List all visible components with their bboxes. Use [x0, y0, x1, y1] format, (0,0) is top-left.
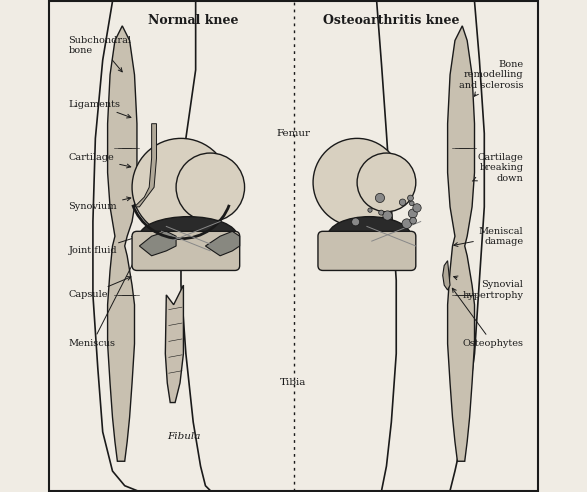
Circle shape — [375, 193, 384, 203]
Text: Meniscal
damage: Meniscal damage — [454, 226, 524, 246]
Text: Meniscus: Meniscus — [69, 249, 140, 348]
Text: Cartilage: Cartilage — [69, 154, 131, 168]
Circle shape — [357, 153, 416, 212]
Circle shape — [132, 138, 230, 236]
Circle shape — [410, 201, 414, 206]
Text: Normal knee: Normal knee — [148, 14, 238, 27]
Circle shape — [409, 209, 417, 218]
Text: Capsule: Capsule — [69, 277, 131, 300]
Polygon shape — [134, 123, 157, 207]
FancyBboxPatch shape — [132, 231, 239, 271]
Text: Synovial
hypertrophy: Synovial hypertrophy — [454, 276, 524, 300]
Circle shape — [352, 218, 360, 226]
Text: Cartilage
breaking
down: Cartilage breaking down — [473, 153, 524, 183]
Text: Fibula: Fibula — [167, 432, 200, 441]
Polygon shape — [448, 26, 474, 461]
Polygon shape — [166, 285, 183, 402]
FancyBboxPatch shape — [318, 231, 416, 271]
Circle shape — [368, 208, 372, 212]
Circle shape — [407, 195, 413, 201]
Circle shape — [413, 204, 421, 212]
Text: Ligaments: Ligaments — [69, 99, 131, 118]
Polygon shape — [205, 231, 239, 256]
Ellipse shape — [139, 216, 237, 256]
Text: Bone
remodelling
and sclerosis: Bone remodelling and sclerosis — [459, 60, 524, 96]
Text: Osteophytes: Osteophytes — [453, 288, 524, 348]
Polygon shape — [139, 231, 176, 256]
Text: Tibia: Tibia — [281, 378, 306, 388]
Text: Joint fluid: Joint fluid — [69, 237, 136, 255]
Ellipse shape — [328, 216, 411, 256]
Text: Osteoarthritis knee: Osteoarthritis knee — [323, 14, 460, 27]
Circle shape — [313, 138, 401, 226]
Polygon shape — [107, 26, 137, 461]
Circle shape — [379, 210, 384, 215]
Text: Synovium: Synovium — [69, 197, 131, 212]
Circle shape — [402, 219, 411, 228]
Circle shape — [399, 199, 406, 206]
Text: Subchondral
bone: Subchondral bone — [69, 36, 131, 72]
Circle shape — [176, 153, 245, 221]
Text: Femur: Femur — [276, 129, 311, 138]
Polygon shape — [443, 261, 450, 290]
Circle shape — [383, 211, 392, 220]
Circle shape — [410, 217, 416, 224]
